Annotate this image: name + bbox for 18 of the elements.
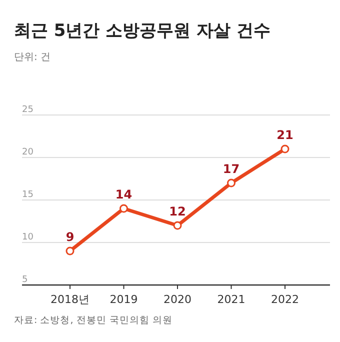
data-label: 9 bbox=[66, 230, 74, 244]
x-tick-label: 2021 bbox=[217, 293, 246, 306]
x-tick-label: 2018년 bbox=[50, 293, 90, 306]
data-label: 14 bbox=[115, 188, 132, 202]
chart-title: 최근 5년간 소방공무원 자살 건수 bbox=[14, 21, 271, 41]
y-tick-label: 25 bbox=[22, 105, 34, 115]
text: 자료: 소방청, 전봉민 국민의힘 의원 bbox=[14, 315, 172, 326]
x-tick-label: 2020 bbox=[164, 293, 192, 306]
x-tick-label: 2019 bbox=[110, 293, 138, 306]
chart-subtitle: 단위: 건 bbox=[14, 52, 51, 63]
data-label: 12 bbox=[169, 204, 186, 218]
data-label: 21 bbox=[276, 128, 294, 142]
y-tick-label: 5 bbox=[22, 275, 28, 285]
y-tick-label: 15 bbox=[22, 190, 34, 200]
y-tick-label: 10 bbox=[22, 232, 34, 242]
data-label: 17 bbox=[222, 162, 240, 176]
y-tick-label: 20 bbox=[22, 148, 34, 158]
x-tick-label: 2022 bbox=[271, 293, 299, 306]
